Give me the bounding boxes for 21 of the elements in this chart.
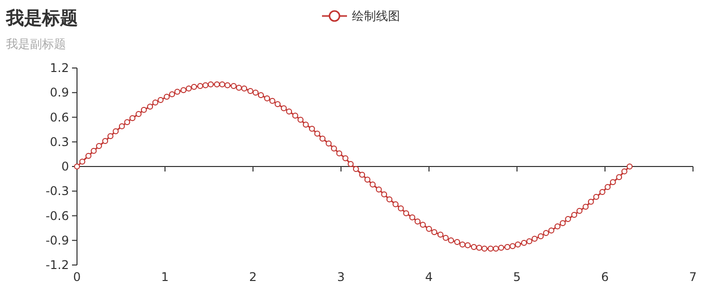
x-tick-label: 1 xyxy=(161,270,169,284)
y-tick-label: -0.6 xyxy=(46,208,69,223)
x-tick-label: 7 xyxy=(689,270,697,284)
x-tick-label: 4 xyxy=(425,270,433,284)
y-tick-label: -0.3 xyxy=(46,184,69,198)
x-tick-label: 6 xyxy=(601,270,609,284)
y-tick-label: 0 xyxy=(61,160,69,174)
y-tick-label: 0.3 xyxy=(50,134,69,149)
y-tick-label: -1.2 xyxy=(46,258,69,272)
x-tick-label: 5 xyxy=(513,270,521,284)
chart-subtitle: 我是副标题 xyxy=(6,37,66,51)
y-tick-label: 1.2 xyxy=(50,61,69,75)
legend: 绘制线图 xyxy=(322,9,400,23)
x-tick-label: 2 xyxy=(249,270,257,284)
legend-label: 绘制线图 xyxy=(352,9,400,23)
chart-title: 我是标题 xyxy=(5,8,78,29)
x-tick-label: 3 xyxy=(337,270,345,284)
y-tick-label: 0.9 xyxy=(50,86,69,100)
y-tick-label: -0.9 xyxy=(46,233,69,248)
x-tick-label: 0 xyxy=(73,270,81,284)
y-tick-label: 0.6 xyxy=(50,110,69,124)
